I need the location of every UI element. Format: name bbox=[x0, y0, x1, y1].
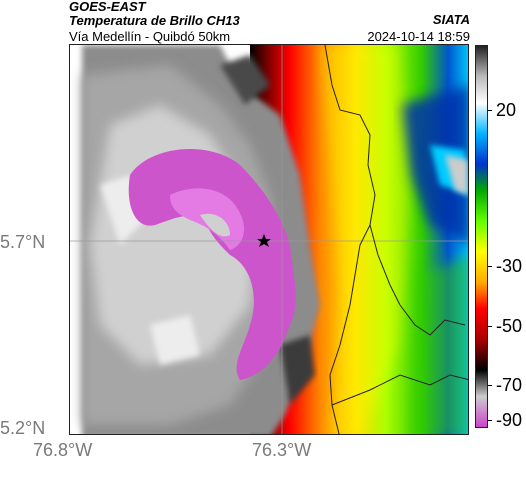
lat-label-5-2: 5.2°N bbox=[0, 418, 46, 438]
region-subtitle: Vía Medellín - Quibdó 50km bbox=[69, 29, 231, 44]
satellite-map[interactable] bbox=[69, 44, 469, 435]
colorbar-tick bbox=[488, 326, 492, 327]
timestamp: 2024-10-14 18:59 bbox=[367, 29, 470, 44]
colorbar-tick-neg50: -50 bbox=[496, 316, 523, 336]
lon-label-76-3: 76.3°W bbox=[252, 440, 312, 460]
colorbar-tick bbox=[488, 110, 492, 111]
colorbar-tick-neg90: -90 bbox=[496, 410, 523, 430]
colorbar-tick bbox=[488, 420, 492, 421]
lon-label-76-8: 76.8°W bbox=[33, 440, 93, 460]
product-title: Temperatura de Brillo CH13 bbox=[69, 13, 240, 28]
colorbar-tick-20: 20 bbox=[496, 100, 517, 120]
colorbar-tick bbox=[488, 385, 492, 386]
colorbar-tick bbox=[488, 266, 492, 267]
colorbar bbox=[475, 45, 488, 428]
lat-label-5-7: 5.7°N bbox=[0, 232, 46, 252]
cold-core bbox=[128, 148, 296, 380]
satellite-name: GOES-EAST bbox=[69, 0, 146, 14]
colorbar-tick-neg70: -70 bbox=[496, 375, 523, 395]
star-icon[interactable] bbox=[257, 234, 271, 247]
organization-label: SIATA bbox=[432, 12, 470, 27]
colorbar-tick-neg30: -30 bbox=[496, 256, 523, 276]
